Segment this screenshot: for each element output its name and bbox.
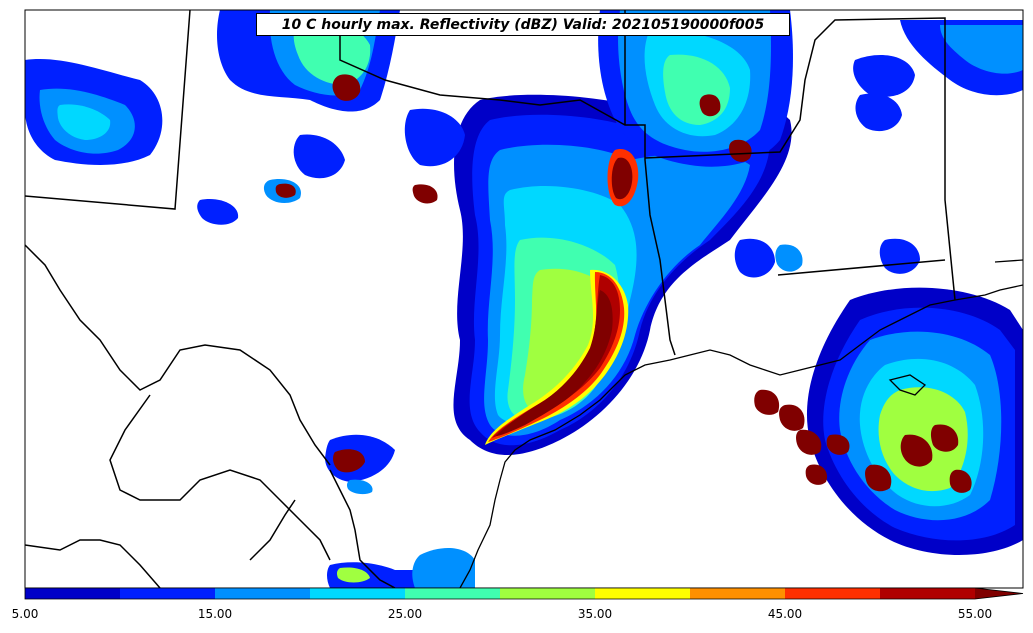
map-title: 10 C hourly max. Reflectivity (dBZ) Vali… <box>256 13 790 36</box>
colorbar-segment <box>500 588 595 599</box>
colorbar-extend-arrow <box>975 588 1023 599</box>
gulf-storms <box>754 287 1023 555</box>
colorbar-segment <box>25 588 120 599</box>
colorbar-segment <box>405 588 500 599</box>
central-storm-band <box>453 94 792 455</box>
colorbar-segment <box>215 588 310 599</box>
colorbar-tick-label: 45.00 <box>767 607 803 621</box>
colorbar-tick-label: 35.00 <box>577 607 613 621</box>
colorbar-segment <box>595 588 690 599</box>
colorbar <box>24 587 1024 600</box>
coastline <box>459 259 1023 588</box>
colorbar-segment <box>310 588 405 599</box>
colorbar-segment <box>690 588 785 599</box>
state-borders <box>25 10 956 588</box>
map-area <box>25 10 1023 588</box>
colorbar-outline <box>24 587 1024 600</box>
ne-storms <box>734 20 1023 278</box>
colorbar-tick-label: 55.00 <box>957 607 993 621</box>
colorbar-segment <box>120 588 215 599</box>
south-texas-storms <box>325 434 475 588</box>
colorbar-segment <box>880 588 975 599</box>
colorbar-tick-label: 5.00 <box>11 607 39 621</box>
colorbar-tick-label: 25.00 <box>387 607 423 621</box>
colorbar-tick-label: 15.00 <box>197 607 233 621</box>
colorbar-segment <box>785 588 880 599</box>
nw-storms <box>25 59 465 225</box>
